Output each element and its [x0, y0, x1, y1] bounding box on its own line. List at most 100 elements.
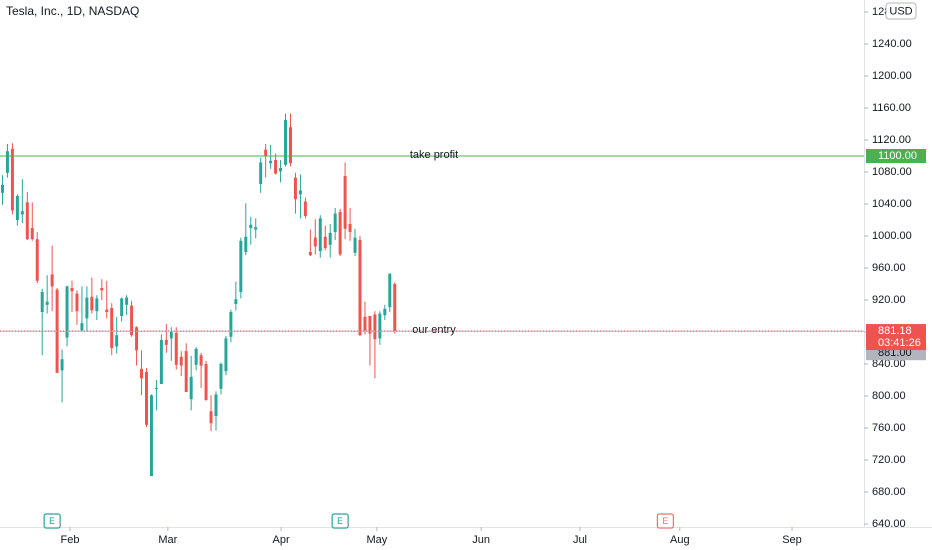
candle-body: [368, 316, 372, 334]
y-tick-label: 1160.00: [872, 102, 911, 114]
candle-body: [90, 296, 94, 311]
candle-body: [259, 162, 263, 184]
y-tick-label: 920.00: [872, 294, 906, 306]
candle-body: [269, 160, 273, 164]
candle-body: [303, 201, 307, 216]
candle-body: [388, 273, 392, 308]
y-tick-label: 800.00: [872, 390, 906, 402]
y-tick-label: 1080.00: [872, 166, 912, 178]
earnings-label: E: [337, 516, 343, 526]
candle-body: [120, 298, 124, 316]
last-price-badge: [866, 324, 926, 351]
candle-body: [343, 176, 347, 229]
candle-body: [323, 236, 327, 248]
candle-body: [224, 338, 228, 372]
candle-body: [70, 288, 74, 292]
candle-body: [144, 372, 148, 425]
candle-body: [308, 252, 312, 256]
candle-body: [298, 190, 302, 195]
countdown-label: 03:41:26: [878, 337, 921, 349]
line-label: our entry: [412, 324, 456, 336]
candle-body: [229, 312, 233, 337]
candle-body: [353, 237, 357, 253]
price-badge: [866, 149, 926, 163]
y-tick-label: 640.00: [872, 518, 906, 530]
candle-body: [239, 240, 243, 292]
candle-body: [75, 293, 79, 312]
earnings-marker: [43, 513, 61, 529]
candle-body: [249, 224, 253, 228]
earnings-label: E: [662, 516, 668, 526]
candle-body: [378, 313, 382, 339]
chart-title: Tesla, Inc., 1D, NASDAQ: [6, 4, 139, 18]
y-tick-label: 840.00: [872, 358, 906, 370]
currency-label: USD: [889, 5, 912, 17]
candle-body: [164, 340, 168, 345]
candle-body: [45, 301, 49, 305]
candle-body: [159, 340, 163, 384]
y-tick-label: 1120.00: [872, 134, 911, 146]
candle-body: [189, 376, 193, 400]
candle-body: [313, 237, 317, 247]
candle-body: [358, 240, 362, 336]
candle-body: [80, 323, 84, 331]
candle-body: [179, 356, 183, 366]
earnings-label: E: [49, 516, 55, 526]
y-tick-label: 680.00: [872, 486, 906, 498]
x-tick-label: May: [366, 534, 387, 546]
y-tick-label: 760.00: [872, 422, 906, 434]
candle-body: [318, 218, 322, 252]
candle-body: [40, 292, 44, 312]
candle-body: [264, 149, 268, 156]
last-price-label: 881.18: [878, 325, 912, 337]
candle-body: [184, 351, 188, 392]
candle-body: [10, 148, 14, 211]
earnings-marker: [331, 513, 349, 529]
candle-body: [154, 388, 158, 389]
x-tick-label: Mar: [158, 534, 177, 546]
x-tick-label: Jun: [472, 534, 490, 546]
candle-body: [174, 332, 178, 365]
candle-body: [5, 151, 9, 173]
candle-body: [194, 348, 198, 365]
candle-body: [0, 184, 4, 193]
candle-body: [293, 177, 297, 200]
currency-badge: [885, 2, 917, 20]
candle-body: [85, 297, 89, 319]
candle-body: [363, 316, 367, 331]
candle-body: [100, 288, 104, 291]
candle-body: [50, 274, 54, 287]
candle-body: [105, 309, 109, 312]
candle-body: [209, 411, 213, 424]
candle-body: [393, 284, 397, 332]
y-tick-label: 1200.00: [872, 70, 912, 82]
candle-body: [149, 395, 153, 476]
candle-body: [348, 224, 352, 232]
candle-body: [25, 202, 29, 240]
x-tick-label: Sep: [782, 534, 802, 546]
candle-body: [274, 160, 278, 174]
candle-body: [30, 228, 34, 240]
candle-body: [254, 227, 258, 230]
candle-body: [373, 314, 377, 340]
candle-body: [328, 232, 332, 245]
candle-body: [234, 299, 238, 304]
candle-body: [35, 239, 39, 281]
candle-body: [65, 286, 69, 338]
candle-body: [95, 298, 99, 312]
y-tick-label: 960.00: [872, 262, 906, 274]
candle-body: [169, 332, 173, 339]
x-tick-label: Apr: [272, 534, 289, 546]
candle-body: [110, 308, 114, 348]
candle-body: [115, 335, 119, 347]
candle-body: [244, 236, 248, 252]
earnings-marker: [656, 513, 674, 529]
candle-body: [383, 308, 387, 316]
candle-body: [20, 211, 24, 215]
line-label: take profit: [410, 149, 458, 161]
y-tick-label: 720.00: [872, 454, 906, 466]
price-badge-label: 881.00: [878, 347, 912, 359]
candle-body: [135, 327, 139, 351]
